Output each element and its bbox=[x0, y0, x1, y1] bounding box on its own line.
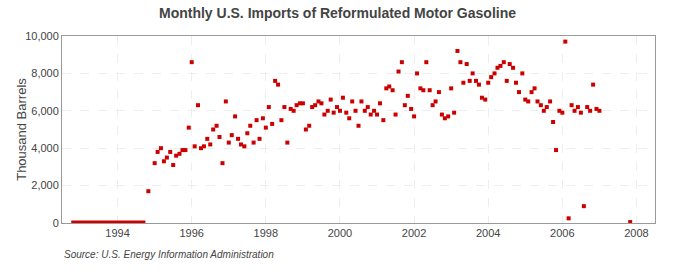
svg-text:10,000: 10,000 bbox=[25, 30, 59, 42]
svg-text:2006: 2006 bbox=[550, 227, 574, 239]
svg-text:Monthly U.S. Imports of Reform: Monthly U.S. Imports of Reformulated Mot… bbox=[159, 5, 516, 21]
svg-text:2,000: 2,000 bbox=[31, 179, 59, 191]
svg-text:Thousand Barrels: Thousand Barrels bbox=[14, 78, 29, 181]
svg-text:2002: 2002 bbox=[402, 227, 426, 239]
svg-text:4,000: 4,000 bbox=[31, 142, 59, 154]
svg-text:1996: 1996 bbox=[179, 227, 203, 239]
svg-text:Source: U.S. Energy Informatio: Source: U.S. Energy Information Administ… bbox=[64, 249, 274, 260]
svg-text:1994: 1994 bbox=[105, 227, 129, 239]
svg-text:2008: 2008 bbox=[624, 227, 648, 239]
svg-text:2000: 2000 bbox=[328, 227, 352, 239]
svg-text:0: 0 bbox=[53, 217, 59, 229]
svg-text:6,000: 6,000 bbox=[31, 105, 59, 117]
svg-text:1998: 1998 bbox=[254, 227, 278, 239]
svg-text:2004: 2004 bbox=[476, 227, 500, 239]
svg-text:8,000: 8,000 bbox=[31, 67, 59, 79]
